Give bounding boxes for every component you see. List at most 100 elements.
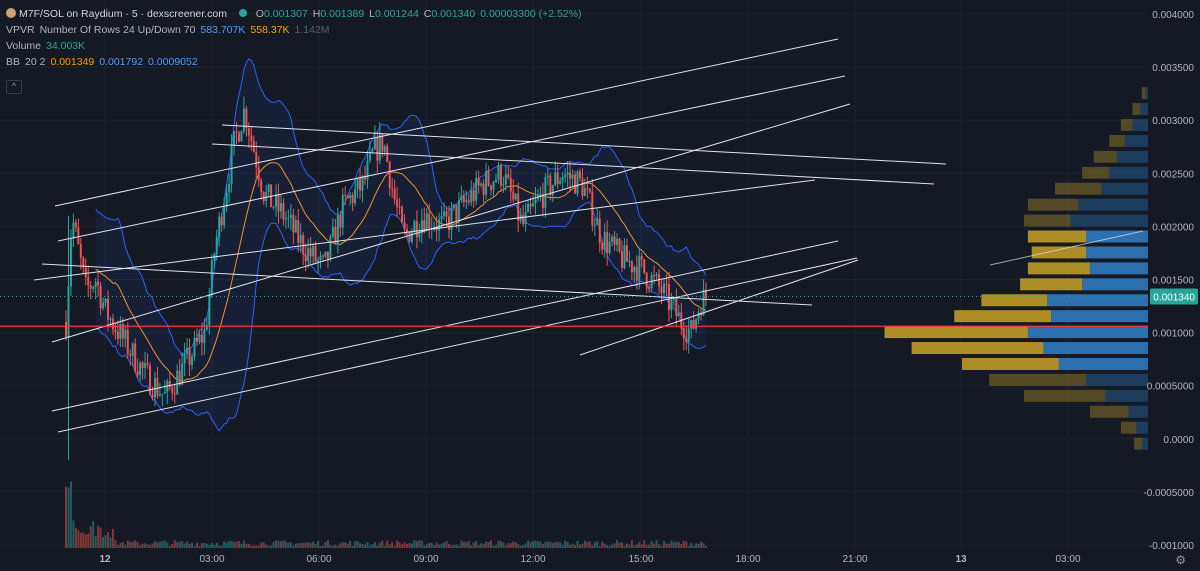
volume-bar	[171, 543, 174, 548]
candle-body	[616, 238, 619, 245]
trend-line	[989, 230, 1144, 266]
candle-body	[373, 137, 376, 150]
volume-bar	[373, 542, 376, 548]
volume-bar	[284, 541, 287, 548]
candle-body	[69, 238, 72, 287]
volume-bar	[139, 545, 142, 548]
price-tick-label: 0.004000	[1152, 10, 1194, 21]
candle-body	[443, 211, 446, 217]
vpvr-down-bar	[911, 342, 1044, 355]
candle-body	[628, 261, 631, 263]
volume-bar	[297, 543, 300, 548]
volume-bar	[477, 545, 480, 548]
volume-bar	[109, 537, 112, 548]
candle-body	[260, 180, 263, 192]
volume-bar	[176, 542, 179, 548]
volume-bar	[265, 544, 268, 548]
gear-icon[interactable]: ⚙	[1175, 553, 1186, 567]
volume-bar	[146, 544, 149, 548]
candle-body	[705, 289, 707, 299]
candle-body	[156, 378, 159, 396]
vpvr-down-bar	[1132, 103, 1141, 116]
candle-body	[571, 174, 574, 179]
ohlc-item: H0.001389	[313, 8, 364, 20]
volume-bar	[700, 541, 703, 548]
volume-bar	[601, 541, 604, 548]
collapse-legend-button[interactable]: ^	[6, 80, 22, 94]
candle-body	[326, 251, 329, 260]
volume-bar	[220, 545, 223, 548]
vpvr-up-bar	[1078, 198, 1148, 211]
candle-body	[536, 196, 539, 200]
volume-bar	[178, 541, 181, 548]
volume-bar	[193, 545, 196, 548]
volume-bar	[371, 544, 374, 548]
volume-bar	[702, 543, 705, 548]
candle-body	[284, 218, 287, 220]
candle-body	[393, 188, 396, 200]
candle-body	[124, 329, 127, 339]
vpvr-down-bar	[1093, 150, 1117, 163]
candle-body	[462, 195, 465, 203]
candle-body	[351, 195, 354, 204]
volume-bar	[121, 542, 124, 548]
vpvr-down-bar	[1027, 262, 1090, 275]
candle-body	[151, 394, 154, 398]
candle-body	[67, 286, 70, 337]
volume-bar	[191, 542, 194, 548]
ohlc-key: C	[423, 8, 432, 20]
volume-bar	[218, 545, 221, 548]
volume-bar	[630, 540, 633, 548]
volume-bar	[304, 542, 307, 548]
volume-bar	[116, 545, 119, 548]
symbol-title[interactable]: M7F/SOL on Raydium · 5 · dexscreener.com	[19, 8, 227, 20]
volume-label: Volume	[6, 40, 42, 52]
volume-bar	[509, 543, 512, 548]
candle-body	[618, 238, 621, 252]
candle-body	[554, 172, 557, 186]
time-tick-label: 15:00	[628, 554, 653, 565]
candle-body	[233, 131, 236, 146]
volume-bar	[529, 542, 532, 548]
volume-bar	[672, 542, 675, 548]
volume-bar	[583, 540, 586, 548]
trend-line	[51, 103, 851, 343]
vpvr-down-bar	[954, 310, 1052, 323]
candle-body	[403, 222, 406, 230]
candle-body	[307, 247, 310, 262]
volume-bar	[648, 544, 651, 548]
legend-volume-row[interactable]: Volume 34.003K	[6, 39, 90, 53]
trend-line	[579, 259, 859, 356]
volume-bar	[97, 525, 100, 548]
volume-bar	[677, 541, 680, 548]
candle-body	[608, 241, 611, 253]
volume-bar	[247, 543, 250, 548]
volume-bar	[643, 540, 646, 548]
candle-body	[472, 190, 475, 201]
vpvr-down-bar	[1055, 182, 1102, 195]
legend-vpvr-row[interactable]: VPVR Number Of Rows 24 Up/Down 70 583.707K…	[6, 23, 335, 37]
vpvr-down-bar	[1109, 134, 1125, 147]
candle-body	[692, 320, 695, 329]
candle-body	[660, 286, 663, 294]
candle-body	[378, 134, 381, 161]
volume-bar	[536, 540, 539, 548]
legend-bb-row[interactable]: BB 20 2 0.001349 0.001792 0.0009052	[6, 55, 203, 69]
volume-bar	[312, 541, 315, 548]
volume-bar	[104, 535, 107, 548]
volume-bar	[640, 544, 643, 548]
volume-bar	[428, 542, 431, 548]
candle-body	[324, 251, 327, 257]
volume-bar	[393, 545, 396, 548]
volume-bar	[77, 530, 80, 548]
vpvr-up-bar	[1086, 373, 1148, 386]
candle-body	[662, 283, 665, 294]
candle-body	[381, 134, 384, 152]
volume-bar	[415, 541, 418, 548]
vpvr-up-bar	[1117, 150, 1148, 163]
candle-body	[502, 184, 505, 186]
price-tick-label: 0.003500	[1152, 63, 1194, 74]
candle-body	[277, 194, 280, 212]
volume-bar	[522, 545, 525, 548]
